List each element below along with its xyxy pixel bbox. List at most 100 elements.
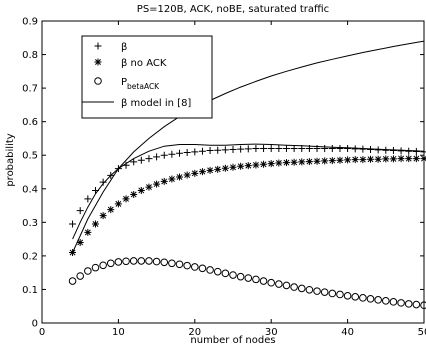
data-point-asterisk xyxy=(282,159,290,167)
data-point-asterisk xyxy=(99,212,107,220)
chart-title: PS=120B, ACK, noBE, saturated traffic xyxy=(137,4,329,15)
data-point-plus xyxy=(359,145,367,153)
data-point-plus xyxy=(405,147,413,155)
data-point-plus xyxy=(153,153,161,161)
data-point-plus xyxy=(260,145,268,153)
data-point-circle xyxy=(99,261,107,270)
data-point-asterisk xyxy=(198,168,206,176)
data-point-asterisk xyxy=(344,156,352,164)
data-markers xyxy=(68,145,426,310)
x-tick-label: 50 xyxy=(418,327,426,338)
data-point-circle xyxy=(366,295,375,303)
data-point-circle xyxy=(175,260,184,269)
data-point-asterisk xyxy=(168,175,176,183)
data-point-plus xyxy=(282,145,290,153)
y-tick-label: 0.9 xyxy=(22,17,38,28)
data-point-plus xyxy=(412,148,420,156)
data-point-asterisk xyxy=(252,161,260,169)
data-point-asterisk xyxy=(176,173,184,181)
model-line xyxy=(72,143,425,240)
legend-label: β no ACK xyxy=(121,58,167,69)
data-point-plus xyxy=(351,145,359,153)
data-point-asterisk xyxy=(359,156,367,164)
data-point-plus xyxy=(69,220,77,228)
data-point-asterisk xyxy=(260,160,268,168)
data-point-asterisk xyxy=(76,238,84,246)
data-point-circle xyxy=(221,269,230,278)
data-point-circle xyxy=(359,294,367,302)
y-tick-label: 0.7 xyxy=(22,84,38,95)
data-point-plus xyxy=(107,171,115,179)
data-point-plus xyxy=(137,156,145,164)
data-point-asterisk xyxy=(160,177,168,185)
data-point-asterisk xyxy=(397,155,405,163)
data-point-plus xyxy=(328,145,336,153)
data-point-plus xyxy=(206,147,214,155)
data-point-circle xyxy=(198,264,207,273)
data-point-circle xyxy=(191,263,199,271)
legend-box xyxy=(81,35,213,119)
model-line xyxy=(72,40,425,253)
data-point-circle xyxy=(84,267,92,275)
data-point-asterisk xyxy=(321,157,329,165)
data-point-asterisk xyxy=(122,195,130,203)
x-tick-label: 0 xyxy=(39,327,45,338)
data-point-asterisk xyxy=(114,200,122,208)
data-point-circle xyxy=(129,257,138,265)
data-point-plus xyxy=(237,145,245,153)
data-point-circle xyxy=(229,271,237,279)
data-point-asterisk xyxy=(328,157,336,165)
data-point-plus xyxy=(99,178,107,186)
data-point-circle xyxy=(420,301,426,310)
data-point-plus xyxy=(221,146,229,154)
data-point-asterisk xyxy=(305,158,313,166)
data-point-circle xyxy=(382,297,390,305)
data-point-plus xyxy=(114,165,122,173)
data-point-circle xyxy=(320,288,329,296)
data-point-plus xyxy=(160,151,168,159)
data-point-plus xyxy=(389,147,397,155)
data-point-asterisk xyxy=(275,159,283,167)
legend-label: β model in [8] xyxy=(121,98,191,109)
data-point-circle xyxy=(213,267,222,276)
data-point-asterisk xyxy=(420,155,426,163)
data-point-asterisk xyxy=(374,155,382,163)
data-point-asterisk xyxy=(405,155,413,163)
data-point-asterisk xyxy=(290,158,298,166)
data-point-asterisk xyxy=(237,162,245,170)
data-point-plus xyxy=(130,158,138,166)
data-point-asterisk xyxy=(137,186,145,194)
data-point-plus xyxy=(367,146,375,154)
data-point-circle xyxy=(206,266,214,274)
data-point-plus xyxy=(321,145,329,153)
y-axis-label: probability xyxy=(5,133,16,186)
data-point-asterisk xyxy=(206,166,214,174)
x-tick-label: 40 xyxy=(341,327,354,338)
data-point-circle xyxy=(290,283,298,291)
data-point-plus xyxy=(336,145,344,153)
data-point-plus xyxy=(290,145,298,153)
data-point-asterisk xyxy=(298,158,306,166)
y-tick-label: 0.5 xyxy=(22,151,38,162)
data-point-plus xyxy=(122,161,130,169)
data-point-circle xyxy=(374,296,382,304)
data-point-plus xyxy=(397,147,405,155)
axis-ticks: 0 10 20 30 40 50 0 0.1 0.2 0.3 0.4 0.5 0.6 0.7 0.8 0.9 xyxy=(22,17,426,339)
data-point-asterisk xyxy=(221,164,229,172)
data-point-asterisk xyxy=(351,156,359,164)
data-point-asterisk xyxy=(244,162,252,170)
data-point-circle xyxy=(68,277,77,285)
data-point-asterisk xyxy=(130,190,138,198)
data-point-plus xyxy=(168,150,176,158)
data-point-circle xyxy=(275,280,283,288)
data-point-circle xyxy=(282,281,291,290)
y-tick-label: 0.4 xyxy=(22,184,38,195)
data-point-circle xyxy=(305,285,314,294)
x-tick-label: 30 xyxy=(265,327,278,338)
data-point-asterisk xyxy=(183,171,191,179)
data-point-plus xyxy=(84,195,92,203)
data-point-asterisk xyxy=(191,169,199,177)
data-point-circle xyxy=(259,277,268,285)
